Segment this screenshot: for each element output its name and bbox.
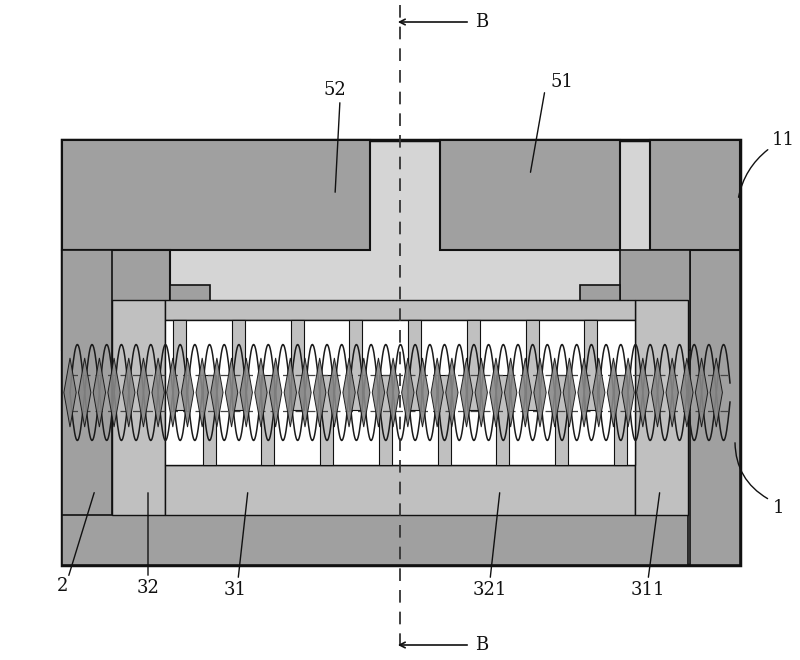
Bar [262,375,274,465]
Polygon shape [358,358,370,427]
Bar [496,375,510,465]
Polygon shape [226,358,238,427]
Polygon shape [416,358,429,427]
Polygon shape [78,358,91,427]
Text: B: B [475,636,488,654]
Bar [526,320,538,410]
Bar [440,140,620,250]
Text: 32: 32 [137,579,159,597]
Bar [173,320,186,410]
Bar [62,250,170,350]
Polygon shape [681,358,693,427]
Polygon shape [343,358,355,427]
Bar [690,250,740,565]
Bar [635,300,688,515]
Bar [290,320,304,410]
Polygon shape [328,358,341,427]
Polygon shape [519,358,531,427]
Polygon shape [387,358,399,427]
Polygon shape [490,358,502,427]
Text: 52: 52 [324,81,346,99]
Text: 2: 2 [56,577,68,595]
Polygon shape [254,358,267,427]
Bar [555,375,568,465]
Polygon shape [182,358,194,427]
Polygon shape [122,358,135,427]
Text: B: B [475,13,488,31]
Polygon shape [270,358,282,427]
Bar [202,375,215,465]
Polygon shape [666,358,678,427]
Polygon shape [284,358,297,427]
Bar [438,375,450,465]
Bar [62,250,112,565]
Bar [62,140,740,565]
Polygon shape [475,358,487,427]
Polygon shape [166,358,179,427]
Bar [62,515,688,565]
Polygon shape [460,358,473,427]
Text: 1: 1 [773,499,785,517]
Polygon shape [196,358,208,427]
Bar [467,320,480,410]
Text: 11: 11 [772,131,795,149]
Bar [585,320,598,410]
Polygon shape [314,358,326,427]
Polygon shape [152,358,164,427]
Polygon shape [651,358,664,427]
Polygon shape [446,358,458,427]
Bar [408,320,421,410]
Bar [165,465,635,515]
Polygon shape [138,358,150,427]
Bar [620,250,690,350]
Polygon shape [607,358,620,427]
Polygon shape [534,358,546,427]
Text: 311: 311 [630,581,666,599]
Polygon shape [431,358,443,427]
Bar [650,140,740,250]
Polygon shape [372,358,385,427]
Polygon shape [505,358,517,427]
Polygon shape [299,358,311,427]
Polygon shape [710,358,722,427]
Bar [62,140,370,250]
Bar [320,375,333,465]
Polygon shape [94,358,106,427]
Polygon shape [695,358,708,427]
Polygon shape [64,358,76,427]
Text: 31: 31 [223,581,246,599]
Polygon shape [402,358,414,427]
Polygon shape [563,358,575,427]
Bar [580,285,620,350]
Bar [232,320,245,410]
Bar [165,320,635,465]
Bar [614,375,627,465]
Polygon shape [549,358,561,427]
Polygon shape [240,358,253,427]
Text: 321: 321 [473,581,507,599]
Text: 51: 51 [550,73,573,91]
Bar [112,300,165,515]
Polygon shape [593,358,605,427]
Bar [170,285,210,350]
Polygon shape [108,358,120,427]
Polygon shape [622,358,634,427]
Bar [379,375,392,465]
Polygon shape [637,358,649,427]
Bar [350,320,362,410]
Polygon shape [210,358,223,427]
Polygon shape [578,358,590,427]
Bar [165,300,635,320]
